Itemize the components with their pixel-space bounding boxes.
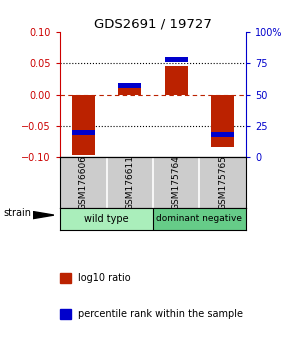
Bar (165, 57, 188, 62)
Bar (211, 132, 234, 137)
Polygon shape (33, 212, 54, 219)
Text: GSM175765: GSM175765 (218, 155, 227, 210)
Text: dominant negative: dominant negative (157, 214, 242, 223)
Bar (118, 83, 141, 88)
Bar (153, 207, 246, 230)
Text: log10 ratio: log10 ratio (78, 273, 130, 283)
Bar (60, 207, 153, 230)
Text: strain: strain (3, 209, 31, 218)
Bar (165, 66, 188, 95)
Text: GSM176611: GSM176611 (125, 155, 134, 210)
Text: GSM175764: GSM175764 (172, 155, 181, 210)
Text: GSM176606: GSM176606 (79, 155, 88, 210)
Text: percentile rank within the sample: percentile rank within the sample (78, 309, 243, 319)
Bar (211, 95, 234, 147)
Bar (72, 130, 95, 135)
Text: wild type: wild type (84, 214, 129, 224)
Bar (72, 95, 95, 155)
Title: GDS2691 / 19727: GDS2691 / 19727 (94, 18, 212, 31)
Bar (118, 85, 141, 95)
